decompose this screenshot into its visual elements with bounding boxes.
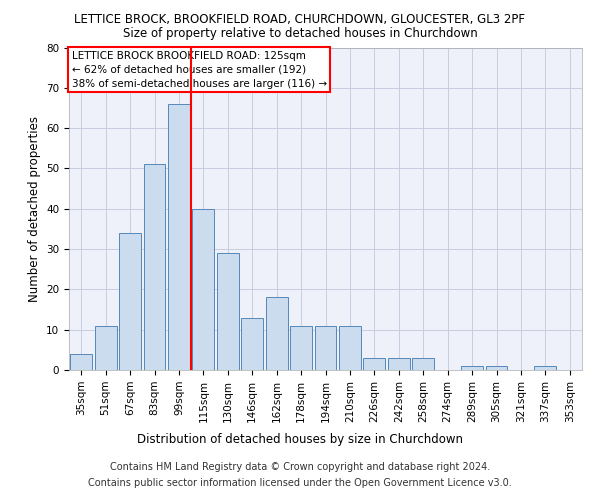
Bar [412, 358, 434, 370]
Text: LETTICE BROCK BROOKFIELD ROAD: 125sqm
← 62% of detached houses are smaller (192): LETTICE BROCK BROOKFIELD ROAD: 125sqm ← … [71, 50, 326, 88]
Text: Contains HM Land Registry data © Crown copyright and database right 2024.: Contains HM Land Registry data © Crown c… [110, 462, 490, 472]
Bar [95, 326, 116, 370]
Bar [143, 164, 166, 370]
Bar [535, 366, 556, 370]
Bar [168, 104, 190, 370]
Text: Distribution of detached houses by size in Churchdown: Distribution of detached houses by size … [137, 432, 463, 446]
Bar [241, 318, 263, 370]
Bar [339, 326, 361, 370]
Bar [70, 354, 92, 370]
Text: Contains public sector information licensed under the Open Government Licence v3: Contains public sector information licen… [88, 478, 512, 488]
Text: Size of property relative to detached houses in Churchdown: Size of property relative to detached ho… [122, 28, 478, 40]
Bar [193, 209, 214, 370]
Text: LETTICE BROCK, BROOKFIELD ROAD, CHURCHDOWN, GLOUCESTER, GL3 2PF: LETTICE BROCK, BROOKFIELD ROAD, CHURCHDO… [74, 12, 526, 26]
Bar [217, 253, 239, 370]
Bar [388, 358, 410, 370]
Bar [485, 366, 508, 370]
Bar [461, 366, 483, 370]
Bar [266, 298, 287, 370]
Y-axis label: Number of detached properties: Number of detached properties [28, 116, 41, 302]
Bar [290, 326, 312, 370]
Bar [364, 358, 385, 370]
Bar [119, 233, 141, 370]
Bar [314, 326, 337, 370]
